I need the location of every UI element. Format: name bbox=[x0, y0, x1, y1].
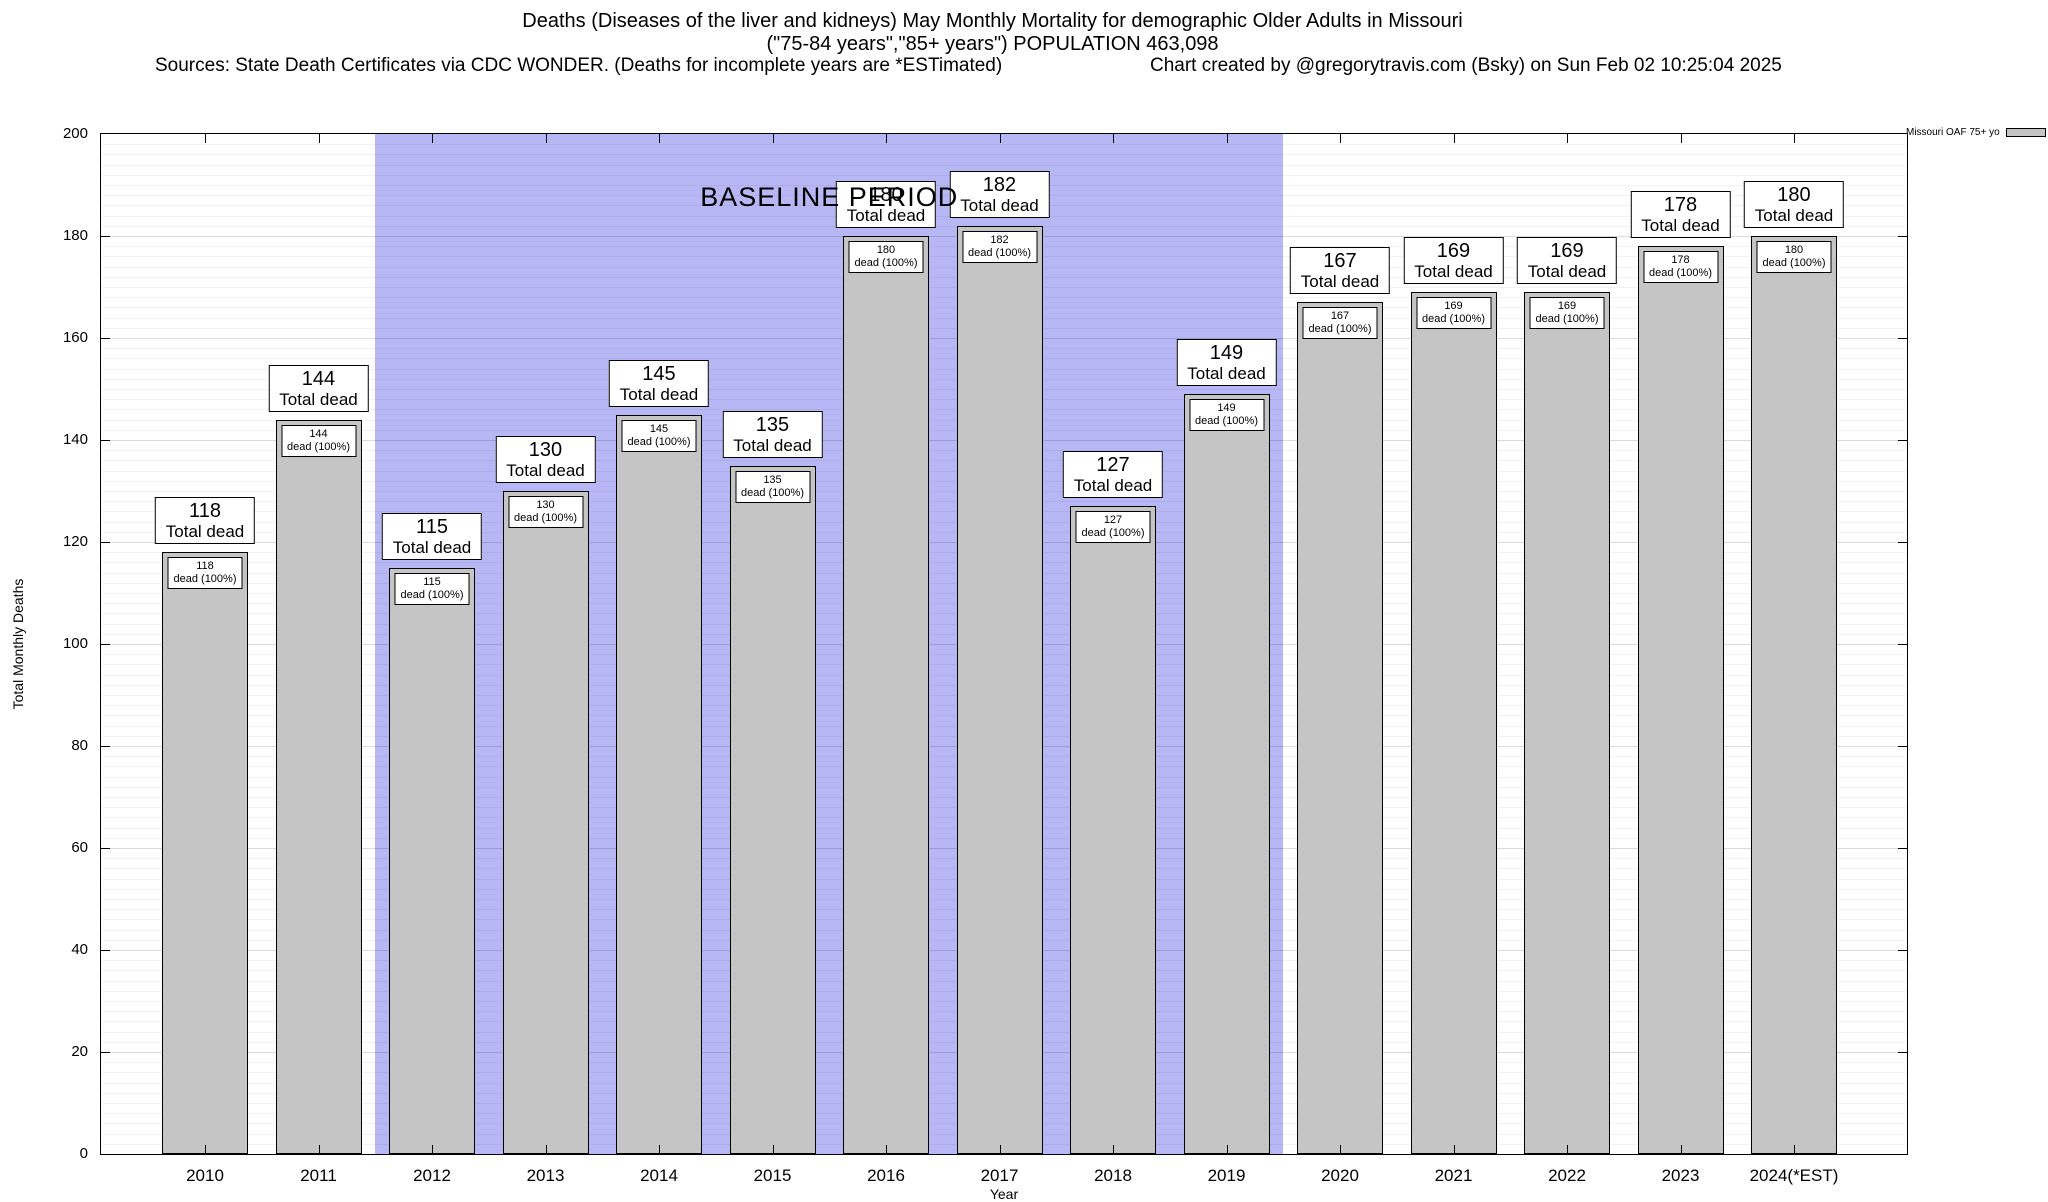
y-tick-label-20: 20 bbox=[71, 1043, 88, 1060]
x-tick-label-2014: 2014 bbox=[640, 1166, 678, 1185]
bar-total-label-2010: 118 Total dead bbox=[154, 497, 256, 545]
x-tick-label-2021: 2021 bbox=[1434, 1166, 1473, 1185]
bar-2015 bbox=[729, 465, 816, 1154]
bar-count-label-2011: 144 dead (100%) bbox=[281, 424, 356, 457]
bar-total-label-2018: 127 Total dead bbox=[1062, 451, 1164, 499]
y-tick-label-120: 120 bbox=[62, 533, 88, 550]
bar-2014 bbox=[616, 414, 702, 1154]
bar-count-label-2020: 167 dead (100%) bbox=[1302, 307, 1378, 340]
bar-total-label-2024(*EST): 180 Total dead bbox=[1743, 181, 1845, 228]
y-tick-label-100: 100 bbox=[62, 635, 88, 652]
bar-total-label-2015: 135 Total dead bbox=[722, 410, 823, 458]
bar-count-label-2023: 178 dead (100%) bbox=[1643, 251, 1718, 284]
bar-count-label-2016: 180 dead (100%) bbox=[848, 241, 924, 273]
bar-2022 bbox=[1524, 292, 1610, 1154]
x-tick-label-2018: 2018 bbox=[1094, 1166, 1132, 1185]
x-tick-label-2024(*EST): 2024(*EST) bbox=[1749, 1166, 1839, 1185]
chart-sources-note: Sources: State Death Certificates via CD… bbox=[155, 55, 1003, 76]
chart-credit-note: Chart created by @gregorytravis.com (Bsk… bbox=[1150, 55, 1782, 76]
bar-count-label-2015: 135 dead (100%) bbox=[735, 470, 810, 503]
bar-total-label-2023: 178 Total dead bbox=[1630, 191, 1731, 239]
legend: Missouri OAF 75+ yo bbox=[1906, 127, 2046, 138]
y-tick-label-60: 60 bbox=[71, 839, 88, 856]
bar-total-label-2011: 144 Total dead bbox=[268, 364, 369, 412]
x-tick-label-2020: 2020 bbox=[1321, 1166, 1359, 1185]
x-tick-label-2013: 2013 bbox=[526, 1166, 565, 1185]
x-tick-label-2017: 2017 bbox=[980, 1166, 1019, 1185]
bar-total-label-2021: 169 Total dead bbox=[1403, 237, 1504, 285]
bar-total-label-2013: 130 Total dead bbox=[495, 436, 596, 483]
y-tick-label-160: 160 bbox=[62, 329, 88, 346]
x-tick-label-2022: 2022 bbox=[1548, 1166, 1586, 1185]
bar-2012 bbox=[389, 567, 475, 1154]
x-axis-title: Year bbox=[989, 1186, 1019, 1202]
bar-count-label-2021: 169 dead (100%) bbox=[1416, 297, 1491, 330]
bar-2010 bbox=[162, 552, 248, 1154]
bar-total-label-2020: 167 Total dead bbox=[1289, 247, 1391, 295]
bar-count-label-2013: 130 dead (100%) bbox=[508, 496, 583, 528]
bar-total-label-2012: 115 Total dead bbox=[381, 512, 483, 560]
x-tick-label-2016: 2016 bbox=[867, 1166, 905, 1185]
y-tick-label-80: 80 bbox=[71, 737, 88, 754]
bar-count-label-2024(*EST): 180 dead (100%) bbox=[1756, 241, 1832, 273]
bar-2018 bbox=[1070, 506, 1156, 1154]
bar-count-label-2010: 118 dead (100%) bbox=[167, 557, 243, 590]
bar-count-label-2017: 182 dead (100%) bbox=[962, 230, 1037, 263]
bar-count-label-2019: 149 dead (100%) bbox=[1189, 399, 1264, 432]
bar-2024(*EST) bbox=[1751, 236, 1837, 1154]
bar-total-label-2022: 169 Total dead bbox=[1516, 237, 1618, 285]
bar-2021 bbox=[1410, 292, 1497, 1154]
bar-2020 bbox=[1297, 302, 1383, 1154]
bar-total-label-2016: 180 Total dead bbox=[835, 181, 937, 228]
bar-2013 bbox=[502, 491, 589, 1154]
y-tick-label-180: 180 bbox=[62, 227, 88, 244]
x-tick-label-2023: 2023 bbox=[1661, 1166, 1700, 1185]
bar-total-label-2019: 149 Total dead bbox=[1176, 339, 1277, 387]
bar-count-label-2022: 169 dead (100%) bbox=[1529, 297, 1605, 330]
y-tick-label-40: 40 bbox=[71, 941, 88, 958]
y-axis-title: Total Monthly Deaths bbox=[10, 578, 26, 710]
x-tick-label-2010: 2010 bbox=[186, 1166, 224, 1185]
x-tick-label-2015: 2015 bbox=[753, 1166, 792, 1185]
y-tick-label-200: 200 bbox=[62, 125, 88, 142]
chart-title-line2: ("75-84 years","85+ years") POPULATION 4… bbox=[766, 33, 1219, 55]
y-tick-label-140: 140 bbox=[62, 431, 88, 448]
bar-count-label-2018: 127 dead (100%) bbox=[1075, 511, 1151, 544]
bar-2019 bbox=[1183, 394, 1270, 1154]
baseline-period-label: BASELINE PERIOD bbox=[700, 182, 959, 212]
x-tick-label-2011: 2011 bbox=[300, 1166, 337, 1185]
x-tick-label-2012: 2012 bbox=[413, 1166, 451, 1185]
bar-2017 bbox=[956, 225, 1043, 1154]
legend-label: Missouri OAF 75+ yo bbox=[1906, 127, 2000, 138]
bar-2023 bbox=[1637, 246, 1724, 1154]
legend-swatch bbox=[2005, 128, 2046, 137]
bar-total-label-2017: 182 Total dead bbox=[949, 170, 1050, 218]
x-tick-label-2019: 2019 bbox=[1207, 1166, 1246, 1185]
bar-2011 bbox=[275, 419, 362, 1154]
bar-count-label-2014: 145 dead (100%) bbox=[621, 419, 697, 452]
chart-title-line1: Deaths (Diseases of the liver and kidney… bbox=[522, 10, 1463, 32]
plot-area: 118 dead (100%) 118 Total dead 144 dead (100%… bbox=[100, 133, 1908, 1155]
bar-count-label-2012: 115 dead (100%) bbox=[394, 572, 470, 605]
y-tick-label-0: 0 bbox=[79, 1145, 88, 1162]
bar-2016 bbox=[843, 236, 929, 1154]
bar-total-label-2014: 145 Total dead bbox=[608, 359, 710, 407]
